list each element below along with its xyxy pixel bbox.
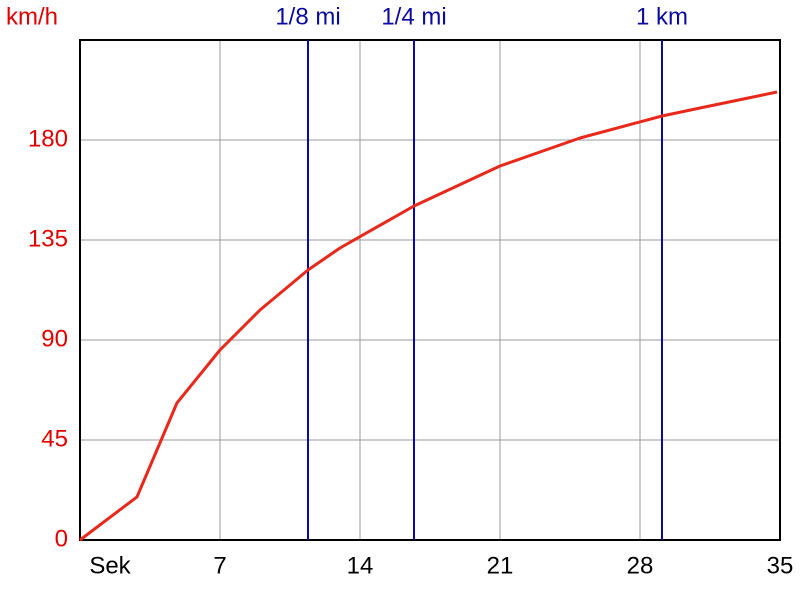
y-tick-label: 0 — [55, 525, 68, 552]
x-tick-label: 21 — [487, 552, 514, 579]
y-tick-label: 180 — [28, 125, 68, 152]
x-tick-label: 7 — [213, 552, 226, 579]
y-tick-label: 90 — [41, 325, 68, 352]
speed-line — [79, 90, 778, 542]
x-tick-label: 35 — [767, 552, 794, 579]
x-tick-label: 28 — [627, 552, 654, 579]
x-tick-label: 14 — [347, 552, 374, 579]
marker-label: 1 km — [636, 3, 688, 30]
y-axis-label: km/h — [6, 3, 58, 30]
y-tick-label: 45 — [41, 425, 68, 452]
y-tick-label: 135 — [28, 225, 68, 252]
plot-frame — [79, 39, 781, 541]
x-tick-label: Sek — [89, 552, 131, 579]
marker-label: 1/8 mi — [275, 3, 340, 30]
marker-label: 1/4 mi — [381, 3, 446, 30]
